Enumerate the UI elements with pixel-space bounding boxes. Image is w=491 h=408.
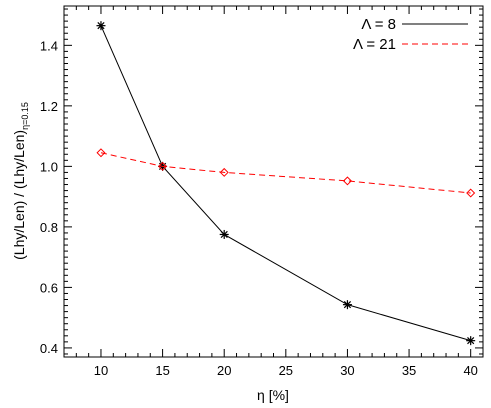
data-point xyxy=(466,188,476,198)
data-point xyxy=(158,161,168,171)
data-point xyxy=(96,148,106,158)
series-line xyxy=(100,152,471,194)
data-point xyxy=(342,300,352,310)
y-tick-label: 1.4 xyxy=(40,38,58,53)
series-layer xyxy=(96,21,476,346)
y-tick-label: 0.4 xyxy=(40,341,58,356)
y-tick-label: 1.2 xyxy=(40,99,58,114)
series-2 xyxy=(96,148,476,198)
x-tick-label: 10 xyxy=(94,363,108,378)
series-line xyxy=(100,25,471,342)
x-tick-label: 15 xyxy=(155,363,169,378)
y-axis-label-main: (Lhy/Len) / (Lhy/Len) xyxy=(11,130,27,260)
legend-label: Λ = 21 xyxy=(353,36,396,53)
y-axis-ticks: 0.4 0.6 0.8 1.0 1.2 1.4 xyxy=(40,8,483,356)
legend: Λ = 8 Λ = 21 xyxy=(353,16,468,53)
x-tick-label: 30 xyxy=(340,363,354,378)
y-tick-label: 1.0 xyxy=(40,159,58,174)
data-point xyxy=(96,21,106,31)
series-1 xyxy=(96,21,476,346)
y-axis-label: (Lhy/Len) / (Lhy/Len)η=0.15 xyxy=(11,102,30,260)
legend-label: Λ = 8 xyxy=(361,16,396,33)
y-tick-label: 0.8 xyxy=(40,220,58,235)
data-point xyxy=(219,229,229,239)
y-tick-label: 0.6 xyxy=(40,280,58,295)
data-point xyxy=(466,336,476,346)
data-point xyxy=(342,176,352,186)
data-point xyxy=(219,167,229,177)
x-tick-label: 40 xyxy=(463,363,477,378)
y-axis-label-subscript: η=0.15 xyxy=(20,102,30,130)
x-axis-label: η [%] xyxy=(257,387,289,403)
plot-frame xyxy=(63,5,484,358)
x-axis-ticks: 10 15 20 25 30 35 40 xyxy=(75,6,484,378)
x-tick-label: 25 xyxy=(279,363,293,378)
x-tick-label: 35 xyxy=(402,363,416,378)
x-tick-label: 20 xyxy=(217,363,231,378)
